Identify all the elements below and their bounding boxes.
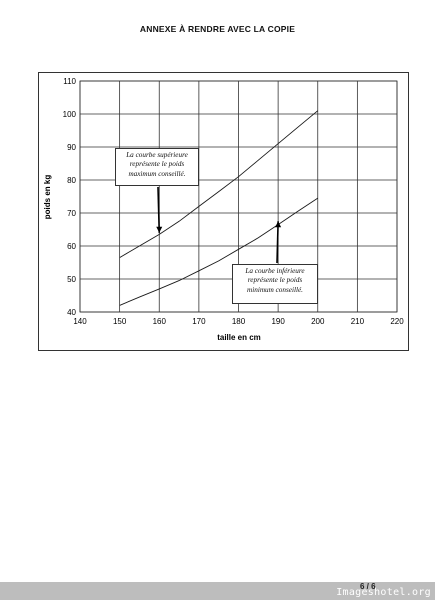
y-tick-label: 50 xyxy=(67,275,76,284)
annotation-arrowhead-2 xyxy=(275,221,282,228)
series-layer xyxy=(119,110,319,306)
y-tick-label: 110 xyxy=(63,77,76,86)
x-tick-label: 180 xyxy=(232,317,246,326)
x-tick-label: 170 xyxy=(192,317,206,326)
annotation-lower-line-1: La courbe inférieure xyxy=(245,267,305,275)
annotation-arrowhead-1 xyxy=(156,226,163,233)
annotation-upper-curve: La courbe supérieure représente le poids… xyxy=(115,148,199,186)
y-axis-label: poids en kg xyxy=(43,175,52,220)
annotation-upper-line-2: représente le poids xyxy=(129,160,185,169)
annotation-lower-curve: La courbe inférieure représente le poids… xyxy=(232,264,318,304)
annotation-lower-line-3: minimum conseillé. xyxy=(247,285,303,294)
y-tick-label: 100 xyxy=(63,110,77,119)
y-tick-label: 40 xyxy=(67,308,76,317)
y-tick-label: 80 xyxy=(67,176,76,185)
arrow-layer xyxy=(156,186,282,264)
y-tick-label: 90 xyxy=(67,143,76,152)
y-tick-label: 70 xyxy=(67,209,76,218)
x-tick-label: 200 xyxy=(311,317,325,326)
x-tick-label: 190 xyxy=(271,317,285,326)
y-tick-label: 60 xyxy=(67,242,76,251)
x-tick-label: 160 xyxy=(153,317,167,326)
annotation-lower-line-2: représente le poids xyxy=(247,276,303,285)
watermark: Imageshotel.org xyxy=(336,587,431,598)
x-axis-label: taille en cm xyxy=(217,333,261,342)
page-number: 6 / 6 xyxy=(360,582,376,591)
series-line-2 xyxy=(119,197,319,306)
annotation-arrow-2 xyxy=(276,221,279,264)
chart-frame xyxy=(38,72,409,351)
tick-layer: 140 150 160 170 180 190 200 210 220 40 50 60 70 80 90 1… xyxy=(63,77,405,326)
x-tick-label: 150 xyxy=(113,317,127,326)
annotation-upper-line-3: maximum conseillé. xyxy=(128,169,186,178)
series-line-1 xyxy=(119,110,319,258)
annotation-upper-line-1: La courbe supérieure xyxy=(126,151,188,159)
footer-bar xyxy=(0,582,435,600)
x-tick-label: 220 xyxy=(390,317,404,326)
x-tick-label: 140 xyxy=(73,317,87,326)
annotation-arrow-1 xyxy=(157,186,161,233)
x-tick-label: 210 xyxy=(351,317,365,326)
page-title: ANNEXE À RENDRE AVEC LA COPIE xyxy=(139,24,296,34)
